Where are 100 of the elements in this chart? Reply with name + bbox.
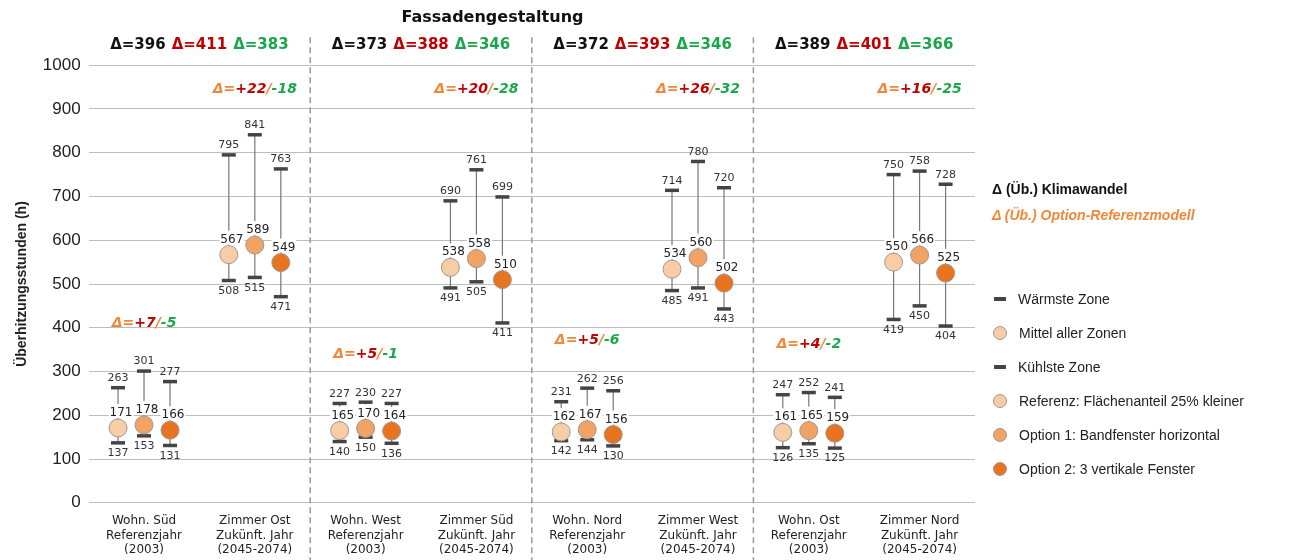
x-tick-label: Zimmer Ost Zukünft. Jahr (2045-2074) <box>216 513 294 556</box>
x-tick-label: Zimmer Nord Zukünft. Jahr (2045-2074) <box>879 513 960 556</box>
y-axis-title: Überhitzungsstunden (h) <box>13 201 30 367</box>
data-label: 558 <box>467 235 491 250</box>
data-label: 567 <box>220 231 244 246</box>
text: Mittel aller Zonen <box>1019 325 1127 341</box>
annotation: 231 <box>550 385 572 399</box>
annotation: 277 <box>159 364 181 378</box>
annotation: 491 <box>687 291 709 305</box>
annotation: 137 <box>107 446 129 460</box>
annotation: 247 <box>772 378 794 392</box>
annotation: 508 <box>218 283 240 297</box>
y-tick-label: 100 <box>52 448 81 468</box>
annotation: Δ=+26/-32 <box>654 79 741 96</box>
annotation: 841 <box>244 118 266 132</box>
text: Δ (Üb.) Option-Referenzmodell <box>992 206 1196 225</box>
data-label: 164 <box>383 408 407 423</box>
annotation: 230 <box>355 385 377 399</box>
data-label: 560 <box>689 234 713 249</box>
annotation: 728 <box>935 167 957 181</box>
data-label: 159 <box>826 410 850 425</box>
annotation: 419 <box>883 322 905 336</box>
data-label: 538 <box>441 244 465 259</box>
annotation: 153 <box>133 439 155 453</box>
text: Wärmste Zone <box>1018 291 1110 307</box>
annotation: 301 <box>133 354 155 368</box>
y-tick-label: 200 <box>52 404 81 424</box>
annotation: 136 <box>381 446 403 460</box>
x-tick-label: Wohn. Ost Referenzjahr (2003) <box>770 513 847 556</box>
data-label: 171 <box>109 405 133 420</box>
text: Δ=373 Δ=388 Δ=346 <box>331 35 511 54</box>
x-tick-label: Wohn. Süd Referenzjahr (2003) <box>106 513 183 556</box>
text: Δ=396 Δ=411 Δ=383 <box>110 35 289 54</box>
y-tick-label: 800 <box>52 142 81 162</box>
annotation: 795 <box>218 138 240 152</box>
y-tick-label: 500 <box>52 273 81 293</box>
x-tick-label: Zimmer West Zukünft. Jahr (2045-2074) <box>657 513 739 556</box>
annotation: 720 <box>713 171 735 185</box>
annotation: 699 <box>491 180 513 194</box>
annotation: 761 <box>465 153 487 167</box>
annotation: 491 <box>439 291 461 305</box>
legend-label: Referenz: Flächenanteil 25% kleiner <box>1019 393 1244 409</box>
annotation: 263 <box>107 371 129 385</box>
annotation: 142 <box>550 444 572 458</box>
x-tick-label: Zimmer Süd Zukünft. Jahr (2045-2074) <box>437 513 516 556</box>
annotation: 126 <box>772 451 794 465</box>
y-tick-label: 900 <box>52 98 81 118</box>
data-label: 510 <box>493 256 517 271</box>
annotation: 140 <box>329 444 351 458</box>
annotation: 131 <box>159 448 181 462</box>
annotation: 450 <box>909 309 931 323</box>
data-label: 178 <box>135 402 159 417</box>
annotation: 125 <box>824 451 846 465</box>
y-tick-label: 400 <box>52 317 81 337</box>
data-label: 566 <box>911 232 935 247</box>
annotation: Δ=+4/-2 <box>775 335 842 352</box>
annotation: 750 <box>883 157 905 171</box>
y-tick-label: 300 <box>52 361 81 381</box>
data-label: 162 <box>552 409 576 424</box>
y-tick-label: 600 <box>52 229 81 249</box>
chart-title: Fassadengestaltung <box>401 6 584 26</box>
annotation: Δ=+5/-6 <box>553 330 620 347</box>
data-label: 525 <box>937 250 961 265</box>
annotation: 256 <box>602 374 624 388</box>
annotation: 443 <box>713 312 735 326</box>
data-label: 534 <box>663 246 687 261</box>
x-tick-label: Wohn. West Referenzjahr (2003) <box>327 513 404 556</box>
annotation: 135 <box>798 447 820 461</box>
annotation: 690 <box>439 184 461 198</box>
text: Δ=389 Δ=401 Δ=366 <box>774 35 954 54</box>
annotation: 758 <box>909 154 931 168</box>
data-label: 161 <box>774 409 798 424</box>
data-label: 502 <box>715 260 739 275</box>
data-label: 589 <box>246 222 270 237</box>
y-tick-label: 1000 <box>42 54 81 74</box>
annotation: 714 <box>661 173 683 187</box>
annotation: Δ=+7/-5 <box>110 313 177 330</box>
text: Δ=372 Δ=393 Δ=346 <box>553 35 732 54</box>
data-label: 170 <box>357 405 381 420</box>
annotation: 227 <box>329 386 351 400</box>
data-label: 549 <box>272 239 296 254</box>
data-label: 550 <box>885 239 909 254</box>
data-label: 166 <box>161 407 185 422</box>
data-label: 165 <box>800 407 824 422</box>
legend-label: Option 1: Bandfenster horizontal <box>1019 427 1220 443</box>
annotation: 505 <box>465 285 487 299</box>
annotation: 252 <box>798 375 820 389</box>
data-label: 167 <box>578 406 602 421</box>
annotation: Δ=+5/-1 <box>332 344 398 361</box>
data-label: 156 <box>604 411 628 426</box>
annotation: 144 <box>576 443 598 457</box>
annotation: 763 <box>270 152 292 166</box>
annotation: 241 <box>824 380 846 394</box>
annotation: 404 <box>935 329 957 343</box>
annotation: 150 <box>355 440 377 454</box>
annotation: 780 <box>687 144 709 158</box>
annotation: 262 <box>576 371 598 385</box>
text: Kühlste Zone <box>1018 359 1101 375</box>
annotation: 411 <box>491 326 513 340</box>
annotation: Δ=+20/-28 <box>433 79 519 96</box>
